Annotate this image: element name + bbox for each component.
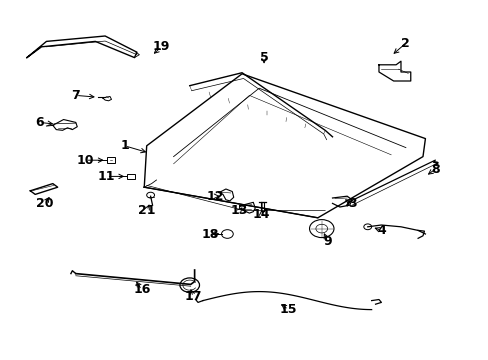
Text: 4: 4 [376, 224, 385, 237]
Text: 2: 2 [401, 37, 409, 50]
Text: 1: 1 [120, 139, 129, 152]
Text: 20: 20 [36, 197, 54, 210]
Text: 12: 12 [206, 190, 224, 203]
Text: 14: 14 [252, 208, 270, 221]
Text: 3: 3 [347, 197, 356, 210]
Text: 17: 17 [184, 291, 202, 303]
Text: 13: 13 [230, 204, 248, 217]
Text: 21: 21 [138, 204, 155, 217]
Bar [127, 174, 135, 179]
Text: 6: 6 [35, 116, 43, 129]
Text: 18: 18 [201, 228, 219, 240]
Text: 11: 11 [98, 170, 115, 183]
Text: 8: 8 [430, 163, 439, 176]
Text: 9: 9 [323, 235, 331, 248]
Text: 5: 5 [259, 51, 268, 64]
Text: 19: 19 [152, 40, 170, 53]
Text: 15: 15 [279, 303, 297, 316]
Text: 16: 16 [133, 283, 150, 296]
Bar [106, 157, 115, 163]
Text: 10: 10 [77, 154, 94, 167]
Text: 7: 7 [71, 89, 80, 102]
